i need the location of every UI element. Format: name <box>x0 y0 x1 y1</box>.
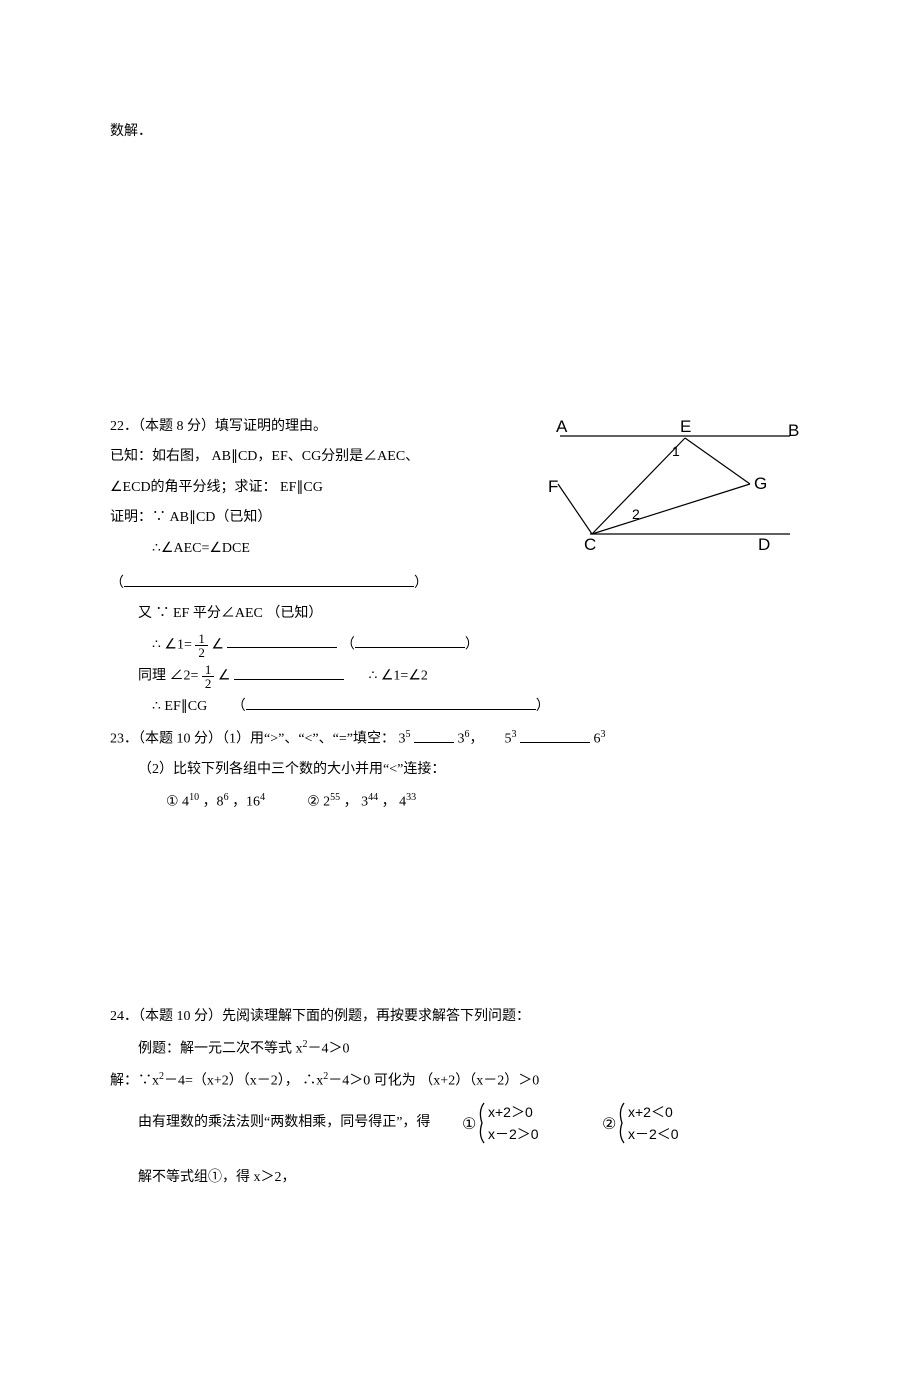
q22-heading: 22．（本题 8 分）填写证明的理由。 <box>110 414 524 441</box>
svg-text:F: F <box>548 477 558 496</box>
top-fragment: 数解． <box>110 119 810 146</box>
svg-text:①: ① <box>462 1116 476 1133</box>
q22-proof-2: ∴∠AEC=∠DCE <box>110 536 524 563</box>
q23-line2: （2）比较下列各组中三个数的大小并用“<”连接： <box>110 757 810 784</box>
q22-proof-5: ∴ ∠1= 12 ∠ （） <box>110 632 810 659</box>
q24-sol2: 由有理数的乘法法则“两数相乘，同号得正”，得 <box>138 1110 430 1137</box>
q24-example: 例题：解一元二次不等式 x2－4＞0 <box>110 1035 810 1063</box>
fill-blank[interactable] <box>124 573 414 587</box>
svg-text:D: D <box>758 535 770 554</box>
q24-heading: 24．（本题 10 分）先阅读理解下面的例题，再按要求解答下列问题： <box>110 1004 810 1031</box>
svg-text:G: G <box>754 474 767 493</box>
svg-text:②: ② <box>602 1116 616 1133</box>
fill-blank[interactable] <box>246 696 536 710</box>
q22-proof-7: ∴ EF∥CG （） <box>110 694 810 721</box>
q22-proof-6: 同理 ∠2= 12 ∠ ∴ ∠1=∠2 <box>110 663 810 690</box>
q23-line3: ① 410 ，86 ，164 ② 255 ， 344 ， 433 <box>110 788 810 816</box>
system-1: ① x+2＞0 x－2＞0 <box>460 1099 570 1147</box>
svg-text:x－2＜0: x－2＜0 <box>628 1126 679 1142</box>
system-2: ② x+2＜0 x－2＜0 <box>600 1099 710 1147</box>
q24-sol1: 解：∵x2－4=（x+2）（x－2）， ∴x2－4＞0 可化为 （x+2）（x－… <box>110 1067 810 1095</box>
svg-text:1: 1 <box>672 443 680 459</box>
fraction-half: 12 <box>202 663 215 690</box>
q22-figure: A E B F G C D 1 2 <box>540 410 810 565</box>
svg-text:A: A <box>556 417 568 436</box>
fill-blank[interactable] <box>520 729 590 743</box>
fill-blank[interactable] <box>355 634 465 648</box>
q24-sol3: 解不等式组①，得 x＞2， <box>110 1165 810 1192</box>
q23-line1: 23．（本题 10 分）（1）用“>”、“<”、“=”填空： 35 36， 53… <box>110 725 810 753</box>
fill-blank[interactable] <box>414 729 454 743</box>
q22-given-1: 已知：如右图， AB∥CD，EF、CG分别是∠AEC、 <box>110 444 524 471</box>
svg-text:x－2＞0: x－2＞0 <box>488 1126 539 1142</box>
fraction-half: 12 <box>195 632 208 659</box>
q22-proof-4: 又 ∵ EF 平分∠AEC （已知） <box>110 601 810 628</box>
q22-given-2: ∠ECD的角平分线；求证： EF∥CG <box>110 475 524 502</box>
svg-text:B: B <box>788 421 799 440</box>
svg-text:x+2＜0: x+2＜0 <box>628 1104 673 1120</box>
q22-blank-line-1: （） <box>110 571 810 598</box>
fill-blank[interactable] <box>234 666 344 680</box>
fill-blank[interactable] <box>227 634 337 648</box>
svg-text:E: E <box>680 417 691 436</box>
q22-proof-1: 证明：∵ AB∥CD（已知） <box>110 505 524 532</box>
svg-text:C: C <box>584 535 596 554</box>
svg-text:x+2＞0: x+2＞0 <box>488 1104 533 1120</box>
svg-text:2: 2 <box>632 506 640 522</box>
